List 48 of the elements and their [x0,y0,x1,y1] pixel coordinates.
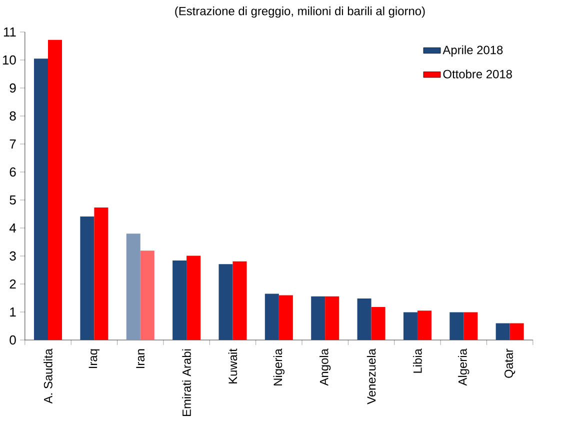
bar [510,323,524,340]
legend-label: Ottobre 2018 [443,70,512,78]
bar [464,312,478,340]
x-tick-label: Kuwait [228,348,238,384]
x-tick-label: Algeria [458,348,470,386]
y-tick-label: 3 [10,251,16,261]
y-tick-label: 1 [10,308,16,316]
y-tick-label: 5 [10,195,16,205]
y-tick-label: 8 [10,111,16,121]
y-tick-label: 7 [10,140,16,148]
x-tick-label: Libia [413,348,422,373]
bar [126,234,140,340]
bar [94,208,108,340]
bar [186,256,201,340]
bar [496,323,510,340]
bar [450,312,464,340]
y-tick-label: 9 [10,83,16,93]
chart-title: (Estrazione di greggio, milioni di barili al giorno) [175,6,425,18]
y-tick-label: 10 [2,55,16,65]
x-tick-label: Venezuela [366,348,376,404]
x-tick-label: Emirati Arabi [182,349,191,416]
bar [325,296,340,340]
y-tick-label: 11 [4,28,16,36]
x-tick-label: Iraq [88,349,100,368]
bar [417,310,432,340]
legend-label: Aprile 2018 [442,45,503,57]
bar [264,294,279,340]
y-tick-label: 0 [10,335,16,345]
bar [80,216,94,340]
bar [232,261,247,340]
y-tick-label: 4 [9,224,16,232]
y-tick-label: 2 [10,279,16,289]
bar [357,298,372,340]
bar [140,250,154,340]
bar [278,295,293,340]
bar [48,40,62,340]
x-tick-label: A. Saudita [44,348,52,404]
bar [371,306,386,340]
x-tick-label: Qatar [504,348,516,378]
x-tick-label: Nigeria [273,348,284,386]
bar [172,260,187,340]
bar [403,312,418,340]
x-tick-label: Angola [320,348,331,386]
x-tick-label: Iran [136,349,145,368]
y-tick-label: 6 [10,167,16,177]
bar [311,296,326,340]
bar [34,58,48,340]
bar [218,264,233,340]
